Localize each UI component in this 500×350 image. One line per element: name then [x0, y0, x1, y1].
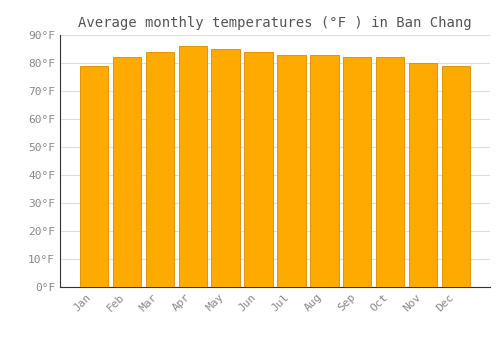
Bar: [112, 57, 140, 287]
Bar: [410, 63, 438, 287]
Bar: [80, 66, 108, 287]
Bar: [146, 52, 174, 287]
Bar: [278, 55, 305, 287]
Bar: [212, 49, 240, 287]
Bar: [178, 46, 206, 287]
Bar: [244, 52, 272, 287]
Bar: [442, 66, 470, 287]
Bar: [344, 57, 371, 287]
Title: Average monthly temperatures (°F ) in Ban Chang: Average monthly temperatures (°F ) in Ba…: [78, 16, 472, 30]
Bar: [376, 57, 404, 287]
Bar: [310, 55, 338, 287]
